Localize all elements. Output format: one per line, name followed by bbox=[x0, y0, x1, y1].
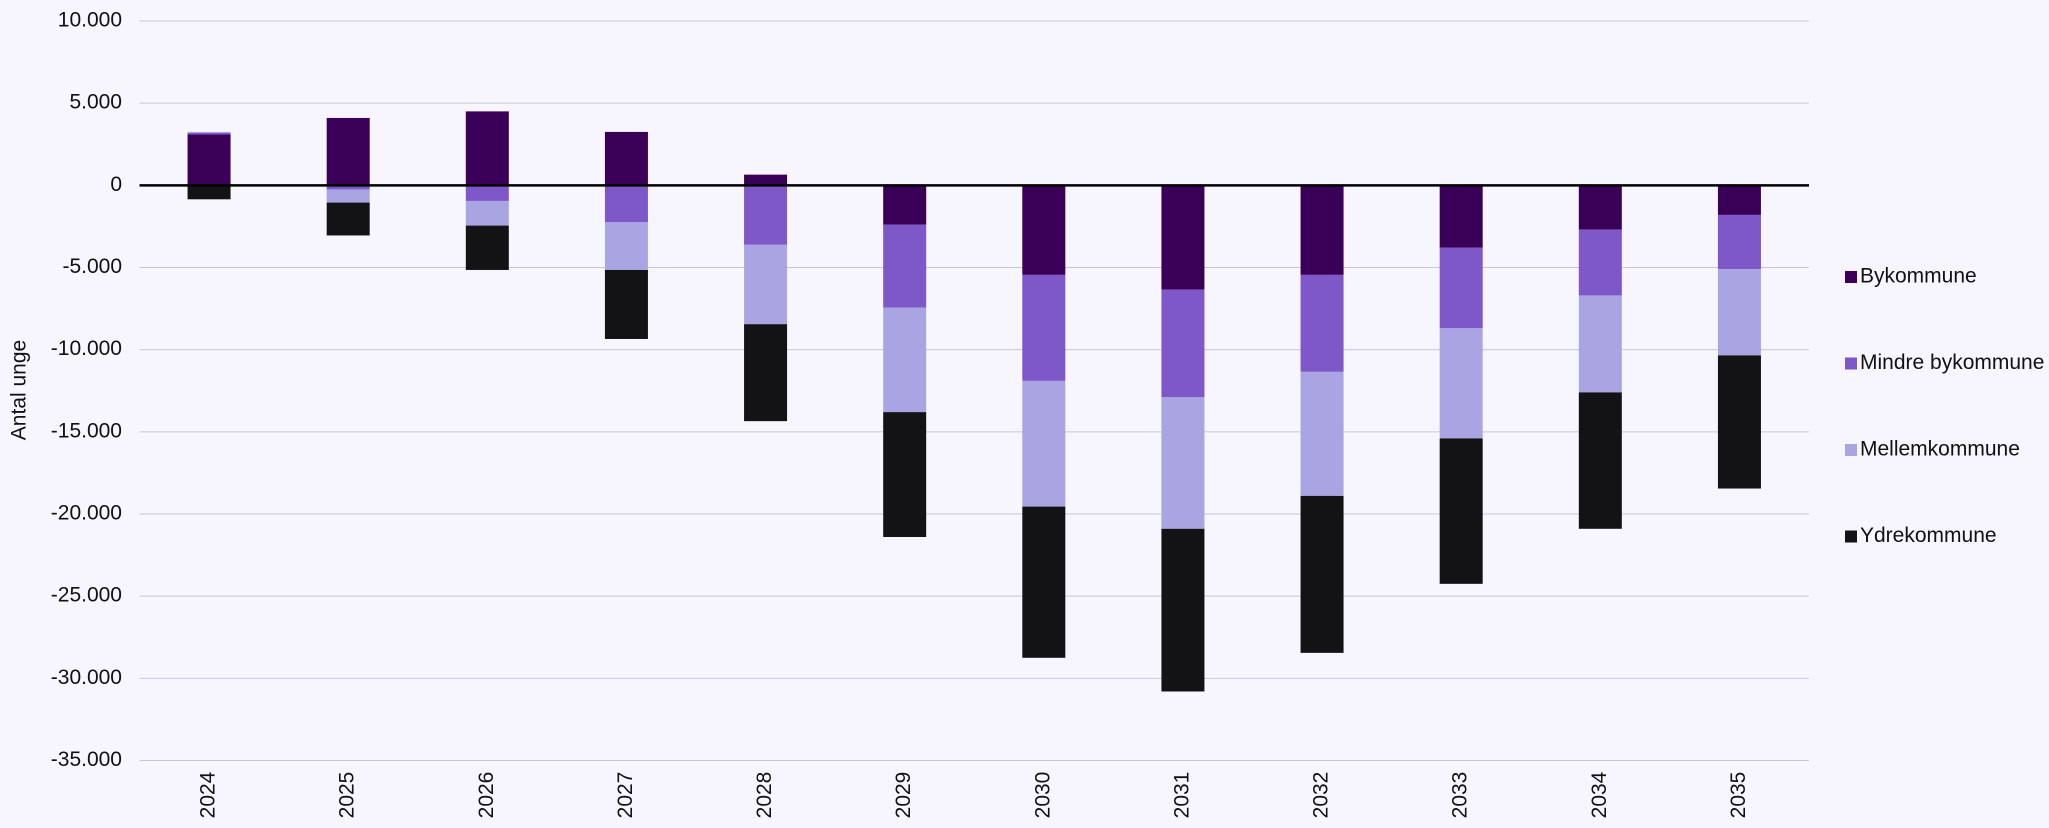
bar-segment bbox=[1439, 328, 1483, 439]
bar-segment bbox=[1578, 295, 1622, 393]
y-tick-label: -10.000 bbox=[51, 337, 122, 360]
x-tick-label: 2024 bbox=[197, 771, 220, 818]
x-tick-label: 2034 bbox=[1588, 771, 1611, 818]
bar-segment bbox=[744, 185, 788, 245]
legend-label: Mindre bykommune bbox=[1860, 351, 2044, 374]
bar-segment bbox=[604, 269, 648, 339]
x-tick-label: 2025 bbox=[336, 772, 359, 819]
y-tick-label: 0 bbox=[110, 173, 122, 196]
y-tick-label: -30.000 bbox=[51, 666, 122, 689]
bar-segment bbox=[1717, 269, 1761, 356]
bar-segment bbox=[465, 225, 509, 270]
legend-label: Mellemkommune bbox=[1860, 438, 2020, 461]
bar-segment bbox=[1022, 274, 1066, 381]
bar-segment bbox=[326, 202, 370, 236]
bar-segment bbox=[1161, 528, 1205, 692]
bar-segment bbox=[1717, 355, 1761, 489]
bar-segment bbox=[1439, 185, 1483, 248]
bar-segment bbox=[744, 244, 788, 325]
x-tick-label: 2032 bbox=[1310, 772, 1333, 819]
x-tick-label: 2027 bbox=[614, 772, 637, 819]
bar-segment bbox=[1300, 495, 1344, 653]
bar-segment bbox=[326, 189, 370, 203]
x-tick-label: 2026 bbox=[475, 772, 498, 819]
bar-segment bbox=[1717, 214, 1761, 270]
bar-segment bbox=[1022, 506, 1066, 658]
x-tick-label: 2035 bbox=[1727, 772, 1750, 819]
bar-segment bbox=[187, 132, 231, 135]
x-tick-label: 2029 bbox=[892, 772, 915, 819]
bar-segment bbox=[883, 412, 927, 538]
bar-segment bbox=[465, 111, 509, 186]
bar-segment bbox=[1717, 185, 1761, 215]
bar-segment bbox=[1161, 185, 1205, 290]
bar-segment bbox=[604, 185, 648, 223]
bar-segment bbox=[1439, 438, 1483, 584]
bar-segment bbox=[326, 117, 370, 186]
y-tick-label: -35.000 bbox=[51, 748, 122, 771]
legend-label: Ydrekommune bbox=[1860, 524, 1997, 547]
legend-label: Bykommune bbox=[1860, 265, 1977, 288]
legend-swatch bbox=[1845, 530, 1857, 543]
bar-segment bbox=[744, 324, 788, 422]
bar-segment bbox=[883, 185, 927, 225]
bar-segment bbox=[883, 307, 927, 413]
legend-swatch bbox=[1845, 271, 1857, 283]
bar-segment bbox=[1439, 247, 1483, 329]
bar-segment bbox=[1300, 185, 1344, 275]
bar-segment bbox=[1578, 392, 1622, 529]
bar-segment bbox=[1022, 380, 1066, 507]
bar-segment bbox=[1300, 371, 1344, 496]
bar-segment bbox=[1578, 185, 1622, 230]
bar-segment bbox=[1161, 397, 1205, 529]
y-tick-label: -20.000 bbox=[51, 502, 122, 525]
bar-segment bbox=[187, 131, 231, 133]
y-tick-label: -15.000 bbox=[51, 419, 122, 442]
bar-segment bbox=[1161, 289, 1205, 398]
x-tick-label: 2028 bbox=[753, 772, 776, 819]
bar-segment bbox=[326, 185, 370, 190]
x-tick-label: 2030 bbox=[1031, 772, 1054, 819]
legend-swatch bbox=[1845, 357, 1857, 370]
bar-segment bbox=[187, 185, 231, 200]
bar-segment bbox=[1300, 274, 1344, 372]
bar-segment bbox=[1578, 229, 1622, 296]
y-axis-label: Antal unge bbox=[8, 340, 31, 440]
y-tick-label: 10.000 bbox=[58, 9, 122, 32]
x-tick-label: 2031 bbox=[1170, 772, 1193, 819]
y-tick-label: -25.000 bbox=[51, 584, 122, 607]
bar-segment bbox=[744, 174, 788, 186]
bar-segment bbox=[187, 134, 231, 186]
bar-segment bbox=[604, 131, 648, 186]
bar-segment bbox=[465, 200, 509, 226]
bar-segment bbox=[1022, 185, 1066, 275]
y-tick-label: 5.000 bbox=[69, 91, 122, 114]
x-tick-label: 2033 bbox=[1449, 772, 1472, 819]
bar-segment bbox=[604, 222, 648, 270]
bar-segment bbox=[465, 185, 509, 201]
legend-swatch bbox=[1845, 444, 1857, 456]
y-tick-label: -5.000 bbox=[62, 255, 122, 278]
bar-segment bbox=[883, 224, 927, 308]
